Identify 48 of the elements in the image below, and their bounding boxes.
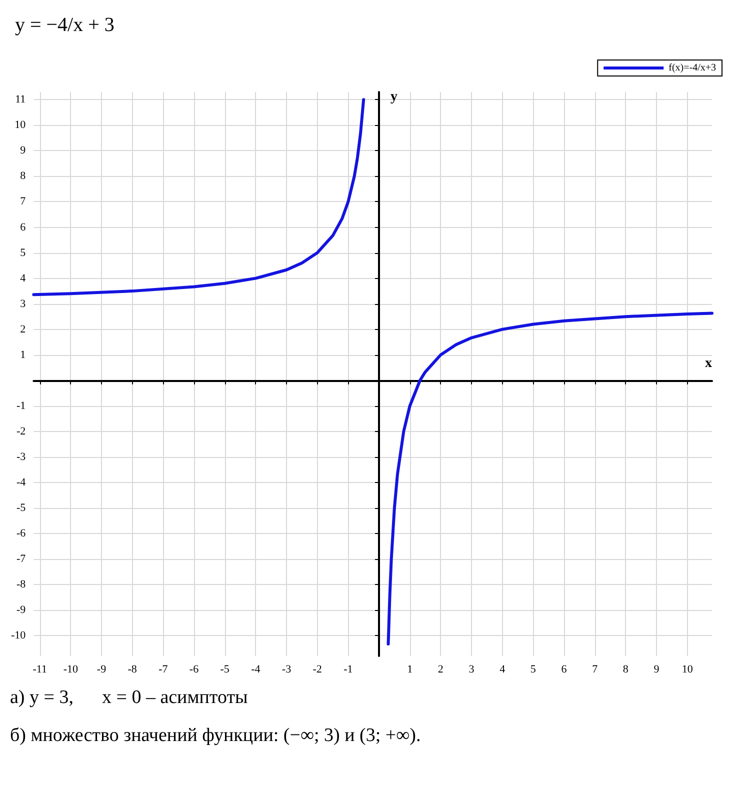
x-tick-label: 1 [407, 664, 413, 676]
x-tick-label: -11 [32, 664, 47, 676]
x-tick-label: 5 [530, 664, 536, 676]
y-tick-label: -7 [16, 553, 26, 566]
y-tick-label: -6 [16, 528, 26, 540]
y-tick-label: -3 [16, 450, 26, 463]
x-tick-label: 2 [438, 664, 444, 676]
x-tick-label: 8 [622, 664, 629, 676]
y-tick-label: 8 [20, 170, 26, 182]
y-tick-label: 5 [20, 246, 26, 259]
x-tick-label: -10 [63, 664, 78, 676]
x-tick-label: -6 [189, 664, 200, 676]
chart-title: y = −4/x + 3 [15, 14, 114, 36]
y-tick-label: 6 [20, 221, 26, 234]
x-tick-label: -5 [220, 664, 230, 676]
y-tick-label: 10 [14, 119, 26, 132]
x-tick-label: -9 [96, 664, 107, 676]
x-tick-label: -8 [128, 664, 138, 676]
y-tick-label: 9 [20, 144, 26, 157]
y-tick-label: 4 [20, 272, 26, 284]
y-tick-label: -5 [16, 502, 26, 514]
x-tick-label: -2 [312, 664, 322, 676]
y-tick-label: -4 [16, 476, 26, 488]
text: f(x)=-4/x+3 [668, 62, 716, 74]
text: б) множество значений функции: (−∞; 3) и (3; +∞). [10, 725, 421, 746]
x-tick-label: 3 [468, 664, 475, 676]
y-tick-label: 3 [20, 298, 26, 310]
y-tick-label: 1 [20, 348, 26, 361]
x-tick-label: 9 [654, 664, 660, 676]
y-tick-label: -8 [16, 578, 26, 591]
x-tick-label: -1 [344, 664, 353, 676]
x-tick-label: -3 [282, 664, 292, 676]
x-tick-label: 10 [682, 664, 694, 676]
y-tick-label: -2 [16, 425, 26, 438]
x-tick-label: -4 [251, 664, 261, 676]
x-tick-label: 7 [592, 664, 598, 676]
x-tick-label: 4 [500, 664, 506, 676]
x-tick-label: 6 [561, 664, 568, 676]
y-axis-title: y [390, 90, 398, 104]
x-axis-title: x [705, 356, 712, 371]
y-tick-label: -10 [10, 630, 26, 642]
y-tick-label: -9 [16, 604, 26, 616]
y-tick-label: 7 [20, 196, 26, 208]
y-tick-label: -1 [16, 400, 26, 412]
text: а) y = 3, x = 0 – асимптоты [10, 687, 248, 708]
y-tick-label: 11 [15, 94, 26, 106]
y-tick-label: 2 [20, 323, 26, 336]
x-tick-label: -7 [158, 664, 168, 676]
